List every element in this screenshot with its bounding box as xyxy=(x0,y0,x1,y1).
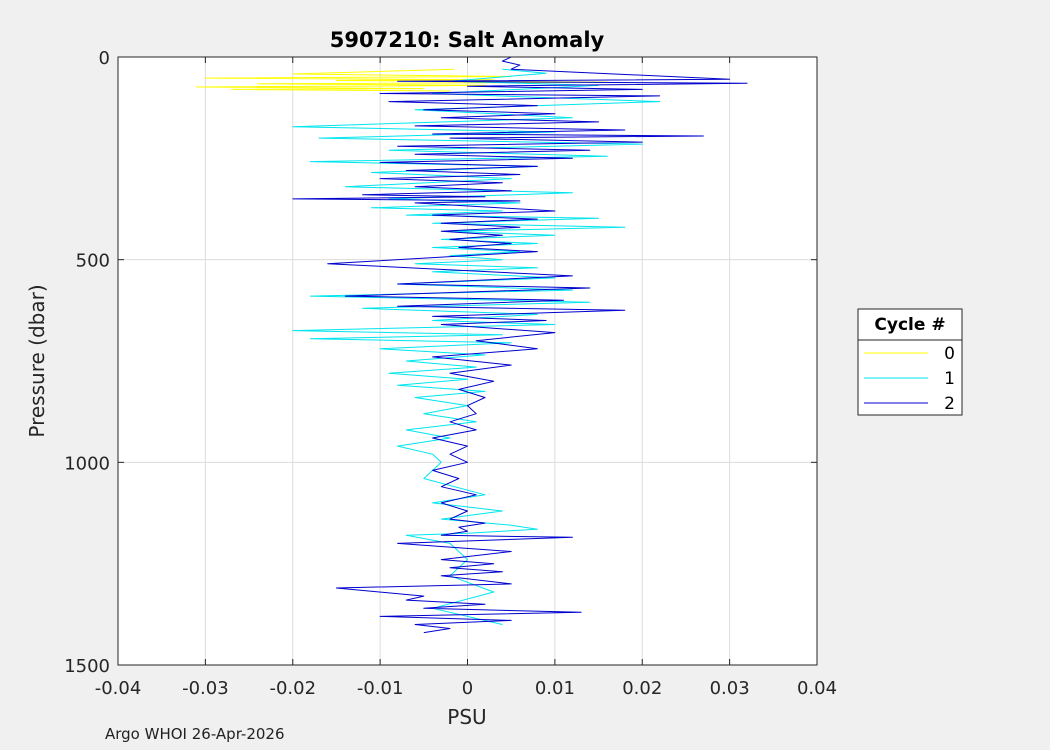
x-tick-label: -0.02 xyxy=(269,678,316,699)
legend-title: Cycle # xyxy=(874,315,945,335)
y-tick-label: 500 xyxy=(76,251,110,272)
x-tick-label: -0.01 xyxy=(357,678,404,699)
legend-label-cycle-1: 1 xyxy=(944,369,955,389)
legend: Cycle # 0 1 2 xyxy=(857,308,963,416)
x-tick-label: 0 xyxy=(462,678,473,699)
y-tick-label: 1000 xyxy=(64,453,110,474)
footer-credit: Argo WHOI 26-Apr-2026 xyxy=(105,725,285,743)
x-tick-label: 0.02 xyxy=(622,678,662,699)
y-tick-label: 1500 xyxy=(64,656,110,677)
series-lines xyxy=(196,56,748,634)
x-tick-label: 0.01 xyxy=(535,678,575,699)
legend-label-cycle-0: 0 xyxy=(944,344,955,364)
x-axis-label: PSU xyxy=(447,705,486,729)
axis-ticks: -0.04 -0.03 -0.02 -0.01 0 0.01 0.02 0.03 0.04 0 50… xyxy=(64,48,837,699)
series-line-cycle-2 xyxy=(292,56,748,634)
y-axis-label: Pressure (dbar) xyxy=(25,284,49,437)
x-tick-label: -0.04 xyxy=(95,678,142,699)
x-tick-label: 0.03 xyxy=(710,678,750,699)
x-tick-label: 0.04 xyxy=(797,678,837,699)
y-tick-label: 0 xyxy=(99,48,110,69)
chart-title: 5907210: Salt Anomaly xyxy=(330,28,605,52)
x-tick-label: -0.03 xyxy=(182,678,229,699)
legend-label-cycle-2: 2 xyxy=(944,394,955,414)
legend-box xyxy=(857,308,963,416)
legend-items: 0 1 2 xyxy=(864,344,955,414)
